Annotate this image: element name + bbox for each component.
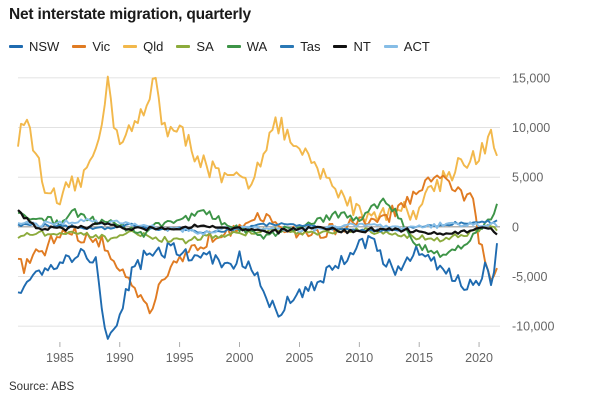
y-tick-label: 15,000 bbox=[512, 71, 550, 85]
legend-item-act: ACT bbox=[383, 38, 430, 54]
legend: NSW Vic Qld SA WA Tas NT ACT bbox=[9, 36, 443, 56]
y-tick-label: -10,000 bbox=[512, 320, 554, 334]
legend-label-wa: WA bbox=[246, 38, 268, 54]
source-note: Source: ABS bbox=[9, 381, 75, 393]
y-axis-tick-labels: -10,000 -5,000 0 5,000 10,000 15,000 bbox=[512, 71, 554, 333]
legend-label-nt: NT bbox=[353, 38, 371, 54]
x-tick-label: 2015 bbox=[405, 351, 433, 365]
legend-item-qld: Qld bbox=[123, 39, 163, 54]
legend-item-sa: SA bbox=[176, 38, 214, 54]
legend-label-vic: Vic bbox=[92, 38, 111, 54]
x-tick-label: 1990 bbox=[106, 351, 134, 365]
legend-item-wa: WA bbox=[226, 38, 268, 54]
legend-label-act: ACT bbox=[403, 38, 430, 54]
series-line-nsw bbox=[17, 235, 498, 340]
legend-label-nsw: NSW bbox=[29, 38, 60, 54]
legend-item-nsw: NSW bbox=[9, 39, 59, 54]
legend-swatch-vic bbox=[72, 44, 87, 48]
legend-swatch-wa bbox=[226, 44, 241, 48]
x-tick-label: 2000 bbox=[226, 351, 254, 365]
x-tick-label: 1985 bbox=[46, 351, 74, 365]
legend-swatch-nt bbox=[333, 44, 348, 48]
legend-item-tas: Tas bbox=[280, 39, 320, 54]
legend-item-vic: Vic bbox=[72, 39, 110, 54]
legend-label-tas: Tas bbox=[300, 38, 321, 54]
legend-swatch-nsw bbox=[9, 44, 23, 48]
y-tick-label: 0 bbox=[512, 220, 519, 234]
x-tick-label: 2020 bbox=[465, 351, 493, 365]
legend-label-sa: SA bbox=[196, 38, 214, 54]
legend-swatch-qld bbox=[123, 44, 138, 48]
legend-item-nt: NT bbox=[333, 38, 371, 54]
series-line-sa bbox=[17, 223, 498, 245]
y-tick-label: -5,000 bbox=[512, 270, 547, 284]
legend-label-qld: Qld bbox=[143, 38, 164, 54]
x-tick-label: 2010 bbox=[345, 351, 373, 365]
legend-swatch-sa bbox=[176, 44, 191, 48]
series-line-nt bbox=[17, 209, 498, 236]
y-tick-label: 5,000 bbox=[512, 171, 543, 185]
series-line-qld bbox=[17, 75, 498, 224]
series-line-vic bbox=[17, 174, 498, 315]
y-tick-label: 10,000 bbox=[512, 121, 550, 135]
chart-title: Net interstate migration, quarterly bbox=[9, 6, 251, 23]
series-lines bbox=[17, 75, 498, 340]
legend-swatch-act bbox=[383, 44, 398, 48]
x-tick-label: 2005 bbox=[286, 351, 314, 365]
x-tick-label: 1995 bbox=[166, 351, 194, 365]
legend-swatch-tas bbox=[280, 44, 295, 48]
grid-lines bbox=[18, 77, 500, 327]
x-axis-tick-labels: 1985 1990 1995 2000 2005 2010 2015 2020 bbox=[46, 342, 493, 365]
